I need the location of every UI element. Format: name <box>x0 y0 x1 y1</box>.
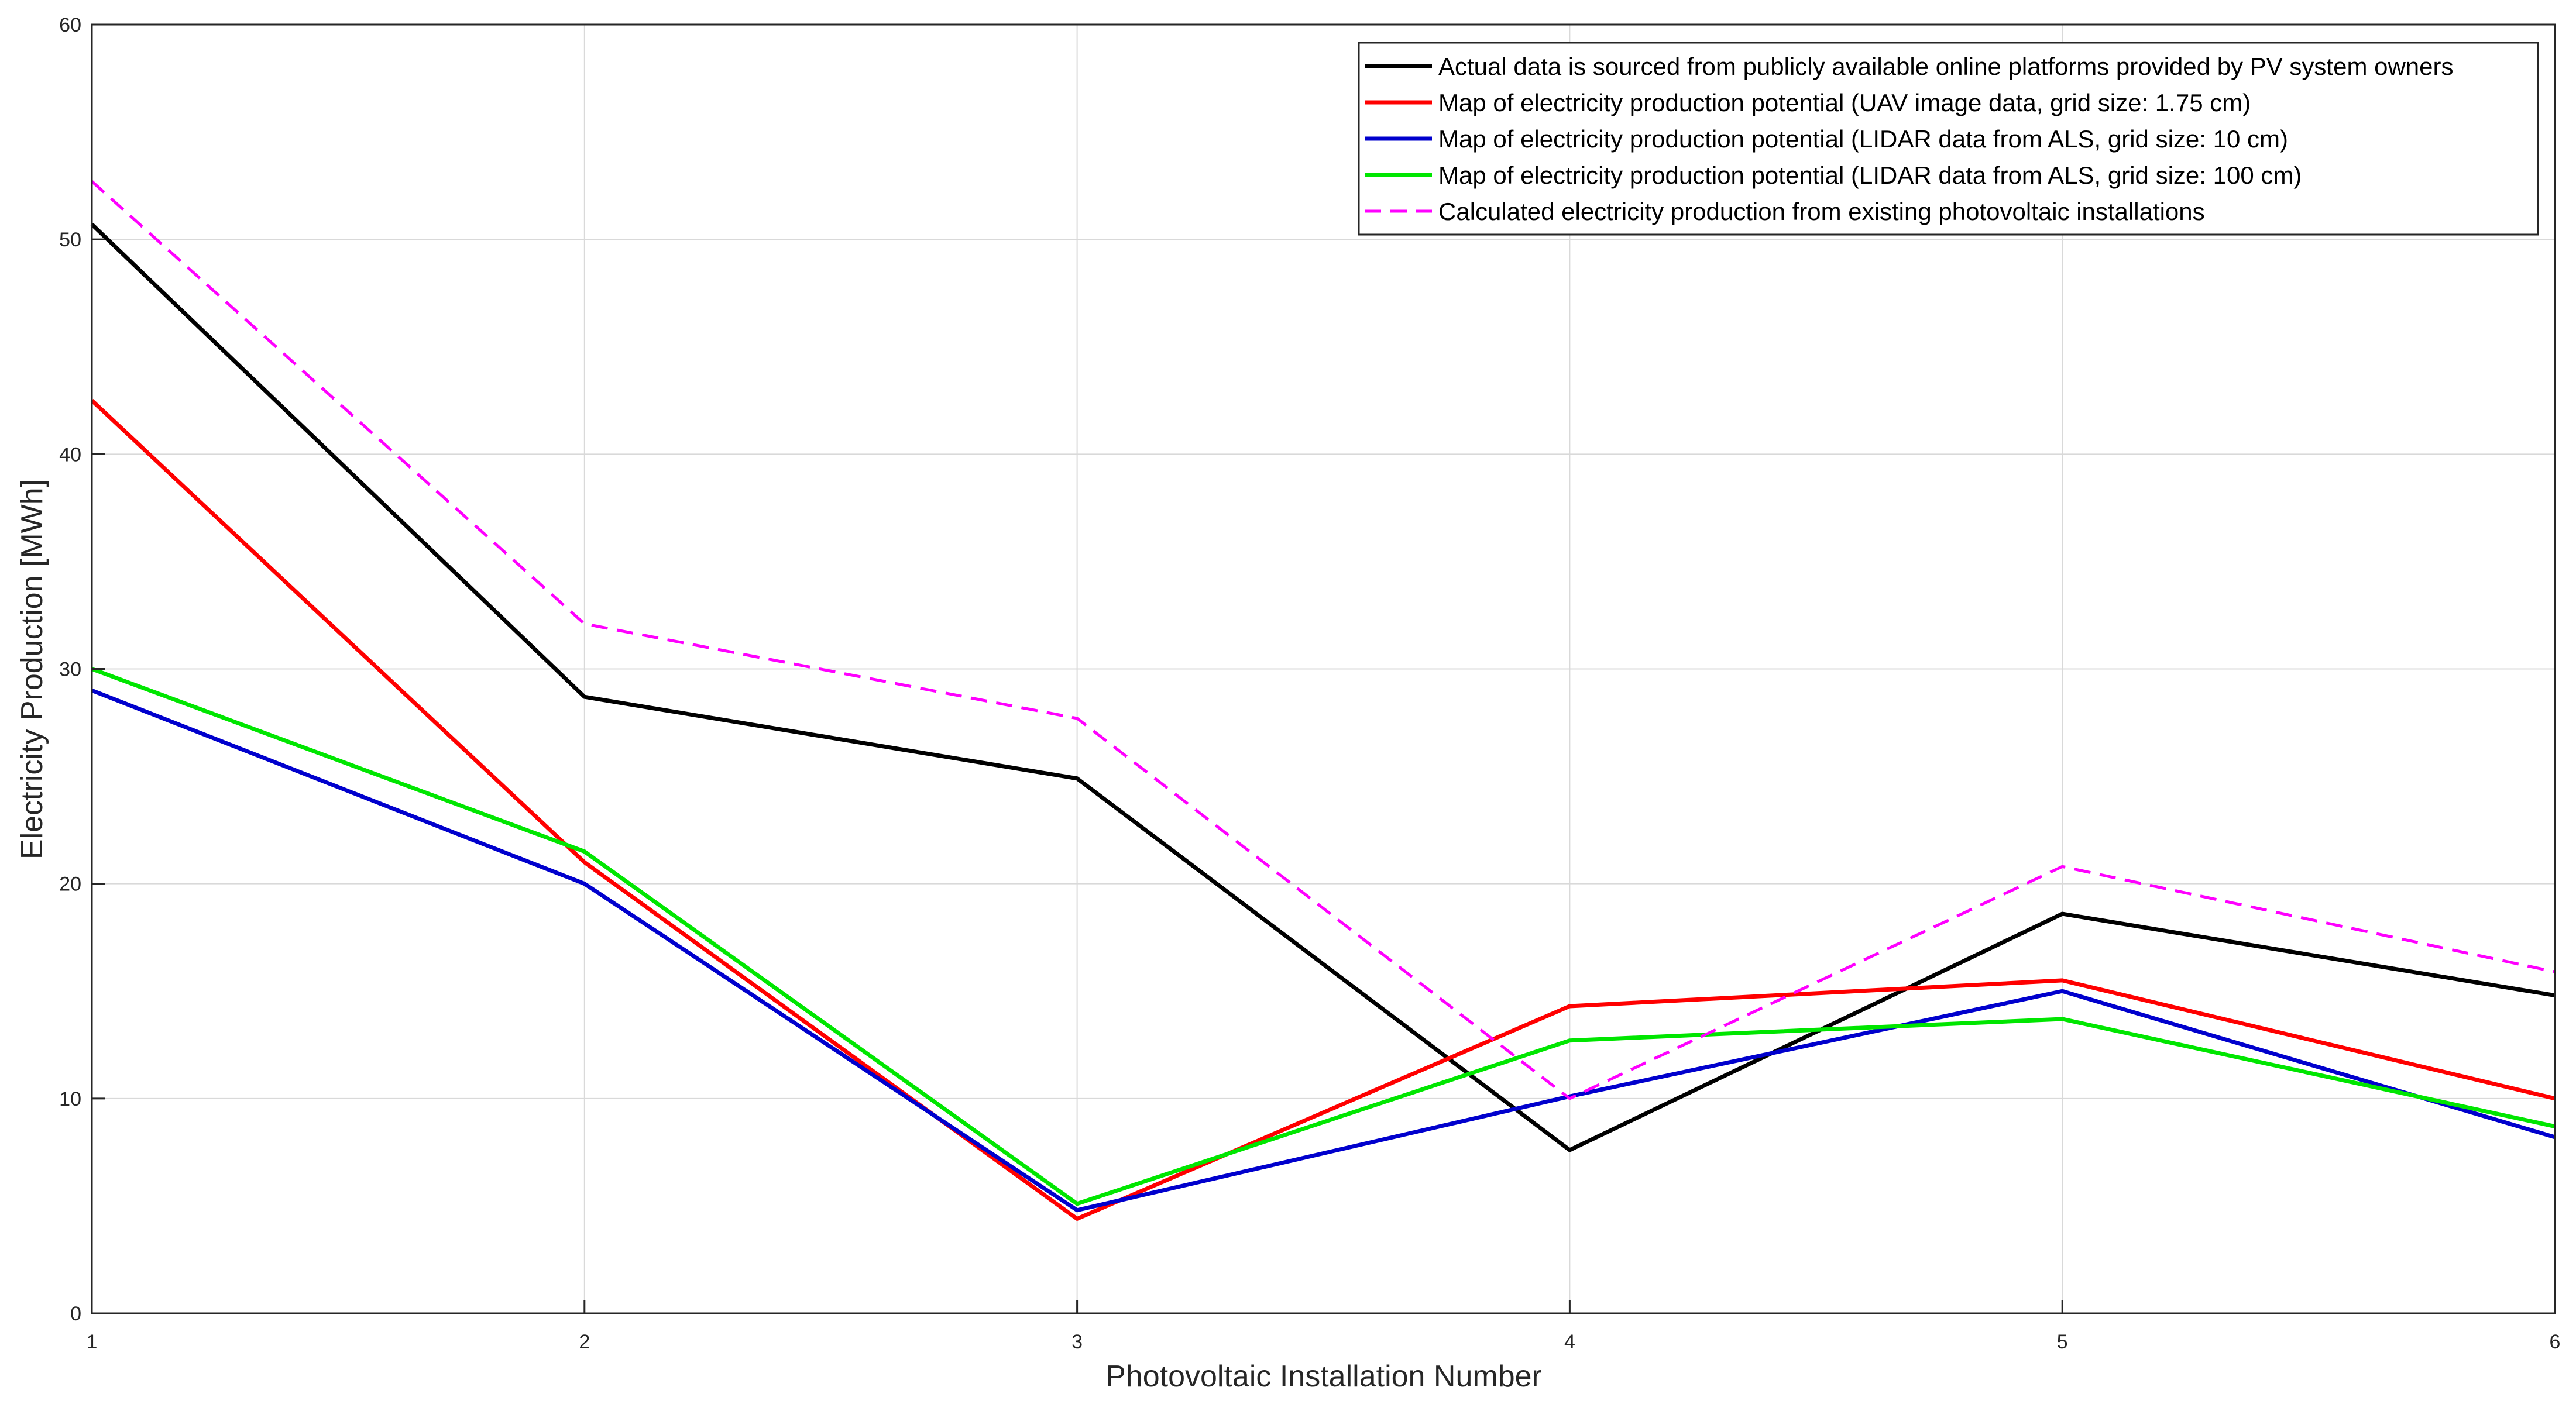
legend-label: Actual data is sourced from publicly ava… <box>1438 53 2454 80</box>
legend-label: Calculated electricity production from e… <box>1438 198 2205 225</box>
legend-label: Map of electricity production potential … <box>1438 125 2288 153</box>
y-tick-label: 50 <box>59 229 81 251</box>
y-tick-label: 60 <box>59 14 81 36</box>
series-line-2 <box>90 398 2556 1221</box>
x-tick-label: 4 <box>1564 1331 1575 1353</box>
x-tick-label: 6 <box>2550 1331 2561 1353</box>
series-lines <box>90 180 2556 1221</box>
x-tick-label: 5 <box>2057 1331 2068 1353</box>
series-line-5 <box>91 180 2556 1100</box>
y-tick-label: 40 <box>59 443 81 466</box>
x-tick-label: 2 <box>579 1331 590 1353</box>
y-axis-title: Electricity Production [MWh] <box>15 479 49 859</box>
y-tick-label: 10 <box>59 1088 81 1110</box>
x-axis-title: Photovoltaic Installation Number <box>1105 1360 1542 1393</box>
x-tick-label: 1 <box>87 1331 98 1353</box>
y-tick-label: 20 <box>59 873 81 896</box>
x-tick-label: 3 <box>1071 1331 1083 1353</box>
series-line-4 <box>91 667 2556 1206</box>
legend-box <box>1358 42 2539 236</box>
series-line-3 <box>91 688 2556 1213</box>
y-tick-label: 0 <box>70 1303 81 1325</box>
legend: Actual data is sourced from publicly ava… <box>1358 42 2539 236</box>
legend-label: Map of electricity production potential … <box>1438 89 2251 116</box>
legend-label: Map of electricity production potential … <box>1438 161 2302 189</box>
y-tick-label: 30 <box>59 659 81 681</box>
series-line-1 <box>90 222 2556 1152</box>
